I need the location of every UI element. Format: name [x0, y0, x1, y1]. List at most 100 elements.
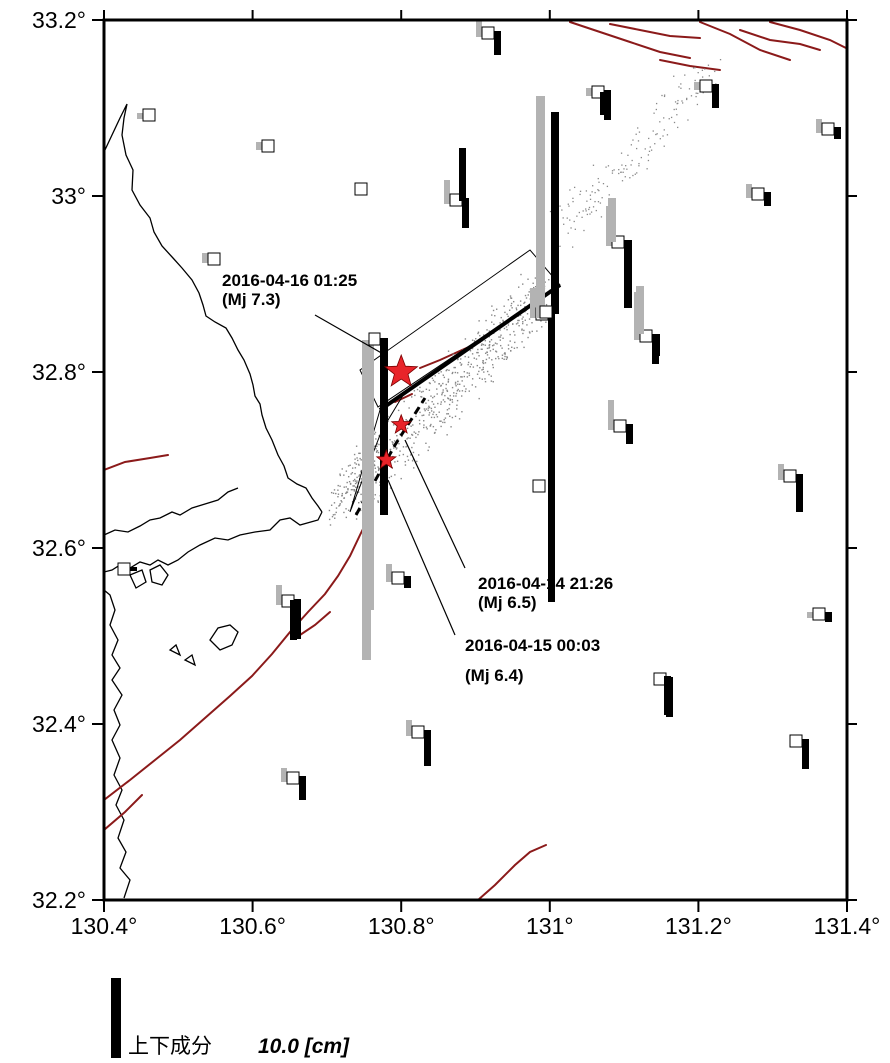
- aftershock-dot: [500, 334, 502, 336]
- aftershock-dot: [682, 102, 684, 104]
- station-horizontal-bar: [202, 253, 208, 263]
- station-box: [821, 122, 835, 136]
- station-box: [207, 252, 221, 266]
- aftershock-dot: [440, 401, 443, 403]
- aftershock-dot: [422, 414, 425, 416]
- aftershock-dot: [360, 471, 362, 473]
- aftershock-dot: [484, 352, 487, 354]
- aftershock-dot: [331, 515, 334, 518]
- station-box: [812, 607, 826, 621]
- station-horizontal-bar: [281, 768, 287, 782]
- aftershock-dot: [353, 453, 356, 456]
- aftershock-dot: [507, 324, 510, 326]
- aftershock-dot: [378, 467, 380, 469]
- aftershock-dot: [348, 480, 351, 483]
- quake-label-magnitude-2: (Mj 6.5): [478, 593, 537, 612]
- aftershock-dot: [453, 366, 455, 369]
- aftershock-dot: [534, 285, 537, 288]
- aftershock-dot: [403, 400, 405, 403]
- aftershock-dot: [673, 75, 675, 77]
- aftershock-dot: [506, 356, 508, 358]
- aftershock-dot: [488, 344, 490, 347]
- aftershock-dot: [490, 375, 492, 377]
- aftershock-dot: [491, 305, 493, 307]
- aftershock-dot: [477, 351, 479, 354]
- aftershock-dot: [438, 383, 441, 385]
- aftershock-dot: [484, 339, 487, 342]
- aftershock-dot: [499, 339, 502, 341]
- aftershock-dot: [409, 454, 412, 456]
- aftershock-dot: [618, 172, 620, 175]
- aftershock-dot: [484, 380, 487, 383]
- aftershock-dot: [502, 320, 505, 323]
- aftershock-dot: [490, 339, 493, 341]
- aftershock-dot: [334, 513, 336, 516]
- displacement-bar: [536, 96, 545, 318]
- aftershock-dot: [335, 511, 337, 514]
- aftershock-dot: [474, 386, 477, 388]
- aftershock-dot: [442, 421, 444, 424]
- aftershock-dot: [347, 475, 350, 478]
- aftershock-dot: [345, 516, 348, 519]
- aftershock-dot: [536, 330, 538, 332]
- aftershock-dot: [360, 478, 363, 480]
- aftershock-dot: [468, 374, 471, 377]
- aftershock-dot: [388, 476, 391, 479]
- epicenter-star: [375, 448, 397, 470]
- aftershock-dot: [355, 518, 358, 520]
- aftershock-dot: [456, 408, 458, 410]
- aftershock-dot: [526, 324, 528, 326]
- aftershock-dot: [544, 281, 546, 283]
- aftershock-dot: [484, 378, 486, 380]
- aftershock-dot: [356, 457, 358, 459]
- aftershock-dot: [502, 319, 504, 322]
- aftershock-dot: [425, 442, 427, 444]
- aftershock-dot: [479, 367, 481, 369]
- aftershock-dot: [482, 334, 485, 336]
- aftershock-dot: [687, 119, 689, 121]
- aftershock-dot: [448, 369, 450, 372]
- aftershock-dot: [510, 304, 512, 307]
- aftershock-dot: [419, 411, 421, 414]
- aftershock-dot: [431, 400, 433, 403]
- displacement-bar: [624, 240, 632, 308]
- aftershock-dot: [506, 357, 509, 359]
- aftershock-dot: [351, 472, 354, 474]
- aftershock-dot: [341, 492, 344, 495]
- aftershock-dot: [585, 210, 587, 212]
- aftershock-dot: [532, 282, 534, 284]
- y-tick-label: 32.2°: [32, 887, 86, 913]
- aftershock-dot: [512, 300, 515, 303]
- aftershock-dot: [433, 416, 436, 419]
- aftershock-dot: [458, 418, 461, 420]
- aftershock-dot: [392, 443, 394, 445]
- station-marker: [807, 607, 832, 622]
- aftershock-dot: [482, 343, 485, 346]
- aftershock-dot: [630, 144, 633, 146]
- displacement-bar: [636, 286, 644, 334]
- aftershock-dot: [431, 377, 434, 379]
- aftershock-dot: [444, 417, 447, 419]
- aftershock-dot: [420, 395, 422, 398]
- aftershock-dot: [704, 68, 706, 70]
- aftershock-dot: [330, 504, 333, 506]
- aftershock-dot: [602, 182, 605, 185]
- aftershock-dot: [423, 426, 425, 429]
- displacement-bar: [362, 340, 371, 660]
- aftershock-dot: [697, 92, 699, 95]
- station-marker: [694, 79, 719, 108]
- aftershock-dot: [512, 323, 514, 325]
- aftershock-dot: [456, 399, 459, 402]
- aftershock-dot: [432, 425, 435, 428]
- station-vertical-bar: [548, 312, 555, 602]
- aftershock-dot: [354, 480, 357, 482]
- aftershock-dot: [418, 431, 420, 433]
- aftershock-dot: [549, 210, 552, 213]
- aftershock-dot: [454, 381, 457, 384]
- station-horizontal-bar: [586, 88, 592, 96]
- x-tick-label: 130.4°: [71, 913, 138, 939]
- aftershock-dot: [430, 395, 432, 397]
- aftershock-dot: [504, 355, 506, 358]
- aftershock-dot: [392, 442, 394, 444]
- station-marker: [354, 182, 368, 196]
